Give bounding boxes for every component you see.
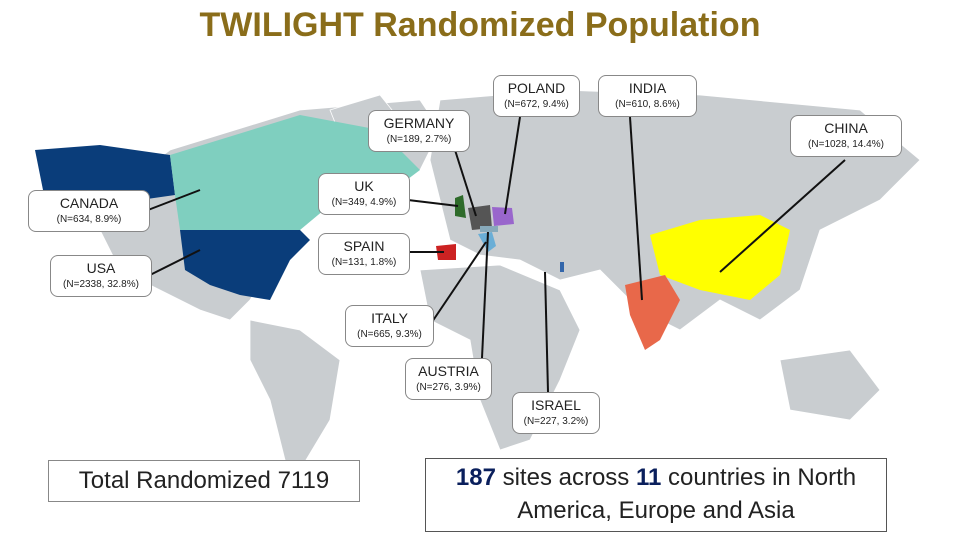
pointer-line <box>407 199 459 207</box>
pointer-line <box>481 231 489 359</box>
pointer-line <box>504 116 521 215</box>
countries-count: 11 <box>635 464 662 491</box>
country-name: POLAND <box>507 80 566 96</box>
pointer-line <box>629 116 643 301</box>
pointer-line <box>544 271 549 393</box>
pointer-line <box>719 159 846 273</box>
summary-box: 187 sites across 11 countries in North A… <box>425 458 887 532</box>
austria <box>480 226 498 232</box>
spain <box>436 244 456 260</box>
country-detail: (N=349, 4.9%) <box>331 197 397 208</box>
pointer-line <box>149 249 201 276</box>
country-detail: (N=2338, 32.8%) <box>63 279 139 290</box>
country-detail: (N=634, 8.9%) <box>56 214 122 225</box>
country-name: GERMANY <box>383 115 455 131</box>
callout: INDIA (N=610, 8.6%) <box>598 75 697 117</box>
country-name: CANADA <box>59 195 119 211</box>
title: TWILIGHT Randomized Population <box>200 6 761 44</box>
callout: CHINA (N=1028, 14.4%) <box>790 115 902 157</box>
country-name: AUSTRIA <box>418 363 479 379</box>
callout: AUSTRIA (N=276, 3.9%) <box>405 358 492 400</box>
country-name: ISRAEL <box>531 397 581 413</box>
pointers <box>147 116 846 393</box>
callout: CANADA (N=634, 8.9%) <box>28 190 150 232</box>
country-detail: (N=227, 3.2%) <box>523 416 589 427</box>
country-detail: (N=131, 1.8%) <box>331 257 397 268</box>
country-detail: (N=672, 9.4%) <box>504 99 569 110</box>
callout: GERMANY (N=189, 2.7%) <box>368 110 470 152</box>
sites-count: 187 <box>455 464 496 491</box>
total-text: Total Randomized 7119 <box>78 467 330 494</box>
country-detail: (N=665, 9.3%) <box>357 329 422 340</box>
india <box>625 275 680 350</box>
china <box>650 215 790 300</box>
callout: POLAND (N=672, 9.4%) <box>493 75 580 117</box>
callout: UK (N=349, 4.9%) <box>318 173 410 215</box>
pointer-line <box>147 189 201 211</box>
total-box: Total Randomized 7119 <box>48 460 360 502</box>
pointer-line <box>454 149 477 217</box>
callout: ITALY (N=665, 9.3%) <box>345 305 434 347</box>
country-detail: (N=276, 3.9%) <box>416 382 481 393</box>
country-detail: (N=189, 2.7%) <box>386 134 452 145</box>
callout: USA (N=2338, 32.8%) <box>50 255 152 297</box>
countries-text: countries in North America, Europe and A… <box>517 464 857 524</box>
country-name: ITALY <box>371 310 408 326</box>
callout: ISRAEL (N=227, 3.2%) <box>512 392 600 434</box>
uk <box>455 195 466 218</box>
callout: SPAIN (N=131, 1.8%) <box>318 233 410 275</box>
poland <box>492 207 514 226</box>
country-detail: (N=610, 8.6%) <box>615 99 680 110</box>
usa <box>180 230 310 300</box>
country-name: SPAIN <box>343 238 385 254</box>
country-name: CHINA <box>824 120 868 136</box>
country-detail: (N=1028, 14.4%) <box>808 139 884 150</box>
sites-text: sites across <box>502 464 630 491</box>
country-name: UK <box>354 178 374 194</box>
israel <box>560 262 564 272</box>
country-name: USA <box>86 260 116 276</box>
pointer-line <box>431 241 487 323</box>
country-name: INDIA <box>628 80 667 96</box>
